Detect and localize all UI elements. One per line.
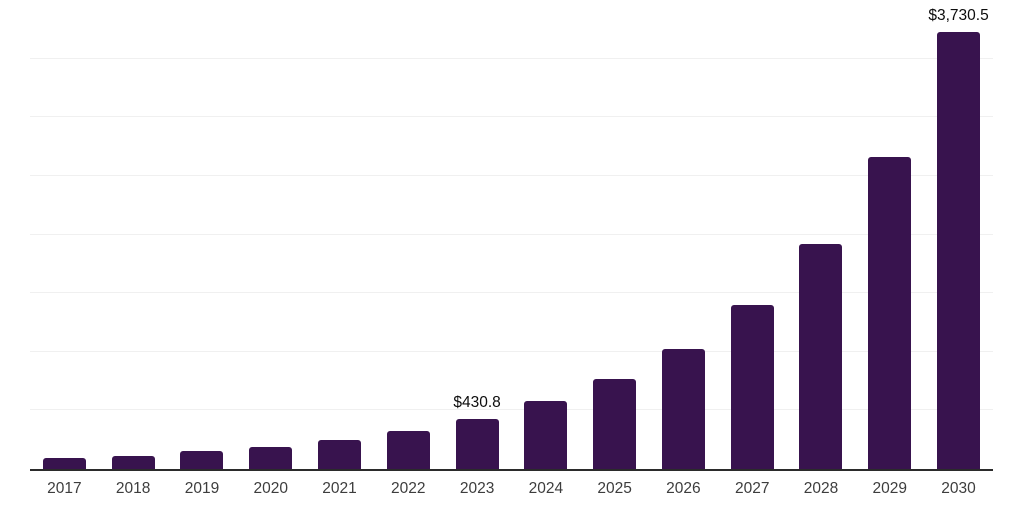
bar-slot-2021 [305, 0, 374, 469]
gridline-2500 [30, 174, 993, 176]
gridline-2000 [30, 233, 993, 235]
x-tick-label-2020: 2020 [253, 480, 288, 497]
x-tick-label-2026: 2026 [666, 480, 701, 497]
bar-slot-2020 [236, 0, 305, 469]
bar-2020 [249, 446, 293, 469]
bar-2030 [937, 31, 981, 469]
bar-slot-2029 [855, 0, 924, 469]
bar-slot-2030: $3,730.5 [924, 0, 993, 469]
bar-slot-2023: $430.8 [443, 0, 512, 469]
bar-slot-2024 [511, 0, 580, 469]
x-tick-label-2018: 2018 [115, 480, 151, 497]
bar-slot-2025 [580, 0, 649, 469]
bar-2021 [318, 439, 362, 469]
bar-2029 [868, 157, 912, 469]
bar-2019 [180, 451, 224, 469]
x-tick-label-2025: 2025 [597, 480, 632, 497]
x-tick-label-2019: 2019 [184, 480, 220, 497]
bar-2024 [524, 401, 568, 469]
bars: $430.8 $3,730.5 [30, 0, 993, 469]
bar-slot-2027 [718, 0, 787, 469]
bar-2025 [593, 379, 637, 469]
bar-2026 [661, 348, 705, 469]
x-tick-label-2029: 2029 [872, 480, 907, 497]
bar-2022 [386, 430, 430, 469]
bar-slot-2018 [99, 0, 168, 469]
bar-slot-2022 [374, 0, 443, 469]
gridline-500 [30, 409, 993, 411]
bar-2023 [455, 418, 499, 469]
x-tick-label-2022: 2022 [391, 480, 426, 497]
bar-2028 [799, 244, 843, 469]
x-tick-label-2024: 2024 [528, 480, 564, 497]
value-label-2030: $3,730.5 [928, 6, 989, 24]
x-tick-label-2028: 2028 [803, 480, 839, 497]
gridline-3500 [30, 57, 993, 59]
bar-2027 [730, 304, 774, 469]
x-tick-label-2027: 2027 [734, 480, 770, 497]
gridline-1000 [30, 350, 993, 352]
gridline-1500 [30, 292, 993, 294]
bar-slot-2019 [168, 0, 237, 469]
x-axis-labels: 2017 2018 2019 2020 2021 2022 2023 2024 2025 2026… [30, 480, 993, 498]
bar-slot-2017 [30, 0, 99, 469]
bar-slot-2028 [787, 0, 856, 469]
gridline-3000 [30, 116, 993, 118]
x-tick-label-2030: 2030 [941, 480, 976, 497]
plot-area: $430.8 $3,730.5 [30, 0, 993, 471]
value-label-2023: $430.8 [453, 393, 501, 411]
bar-2018 [111, 455, 155, 469]
x-tick-label-2021: 2021 [322, 480, 357, 497]
x-tick-label-2017: 2017 [47, 480, 82, 497]
x-tick-label-2023: 2023 [459, 480, 495, 497]
bar-2017 [42, 457, 86, 469]
bar-slot-2026 [649, 0, 718, 469]
